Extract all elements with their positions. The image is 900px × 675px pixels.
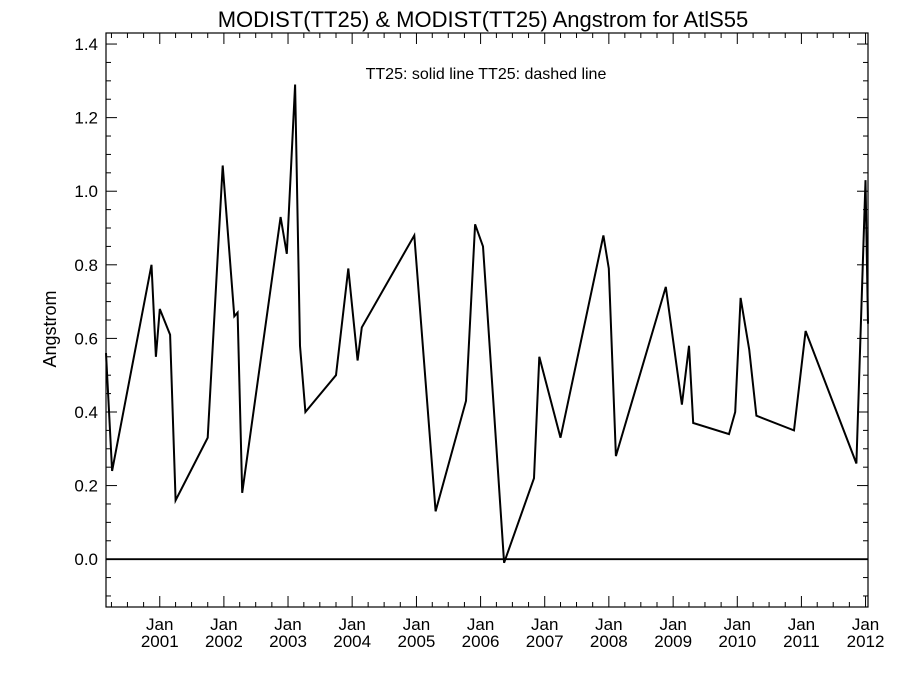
x-tick-year-label: 2004 <box>333 632 371 651</box>
x-tick-year-label: 2002 <box>205 632 243 651</box>
x-tick-month-label: Jan <box>724 615 751 634</box>
x-tick-month-label: Jan <box>274 615 301 634</box>
series-line-tt25 <box>105 84 869 564</box>
legend-text: TT25: solid line TT25: dashed line <box>366 66 607 83</box>
y-axis-label: Angstrom <box>40 290 60 367</box>
x-tick-month-label: Jan <box>852 615 879 634</box>
y-tick-label: 1.0 <box>74 182 98 201</box>
x-tick-month-label: Jan <box>531 615 558 634</box>
x-tick-month-label: Jan <box>659 615 686 634</box>
y-tick-label: 0.4 <box>74 403 98 422</box>
y-tick-label: 0.6 <box>74 329 98 348</box>
chart-title: MODIST(TT25) & MODIST(TT25) Angstrom for… <box>218 7 749 32</box>
x-tick-year-label: 2010 <box>718 632 756 651</box>
x-tick-month-label: Jan <box>467 615 494 634</box>
x-tick-year-label: 2003 <box>269 632 307 651</box>
x-tick-year-label: 2008 <box>590 632 628 651</box>
x-tick-month-label: Jan <box>403 615 430 634</box>
y-tick-label: 1.4 <box>74 35 98 54</box>
y-tick-label: 1.2 <box>74 109 98 128</box>
x-tick-year-label: 2006 <box>462 632 500 651</box>
x-tick-month-label: Jan <box>595 615 622 634</box>
x-tick-year-label: 2001 <box>141 632 179 651</box>
x-tick-month-label: Jan <box>338 615 365 634</box>
x-tick-year-label: 2012 <box>847 632 885 651</box>
x-tick-year-label: 2009 <box>654 632 692 651</box>
y-tick-label: 0.8 <box>74 256 98 275</box>
y-tick-label: 0.0 <box>74 550 98 569</box>
x-tick-month-label: Jan <box>788 615 815 634</box>
x-axis: Jan2001Jan2002Jan2003Jan2004Jan2005Jan20… <box>110 33 885 651</box>
x-tick-month-label: Jan <box>146 615 173 634</box>
x-tick-month-label: Jan <box>210 615 237 634</box>
x-tick-year-label: 2005 <box>398 632 436 651</box>
x-tick-year-label: 2007 <box>526 632 564 651</box>
y-axis: 0.0 0.2 0.4 0.6 0.8 1.0 1.2 1.4 <box>74 35 868 597</box>
series-group <box>105 84 869 564</box>
y-tick-label: 0.2 <box>74 477 98 496</box>
x-tick-year-label: 2011 <box>783 632 820 651</box>
